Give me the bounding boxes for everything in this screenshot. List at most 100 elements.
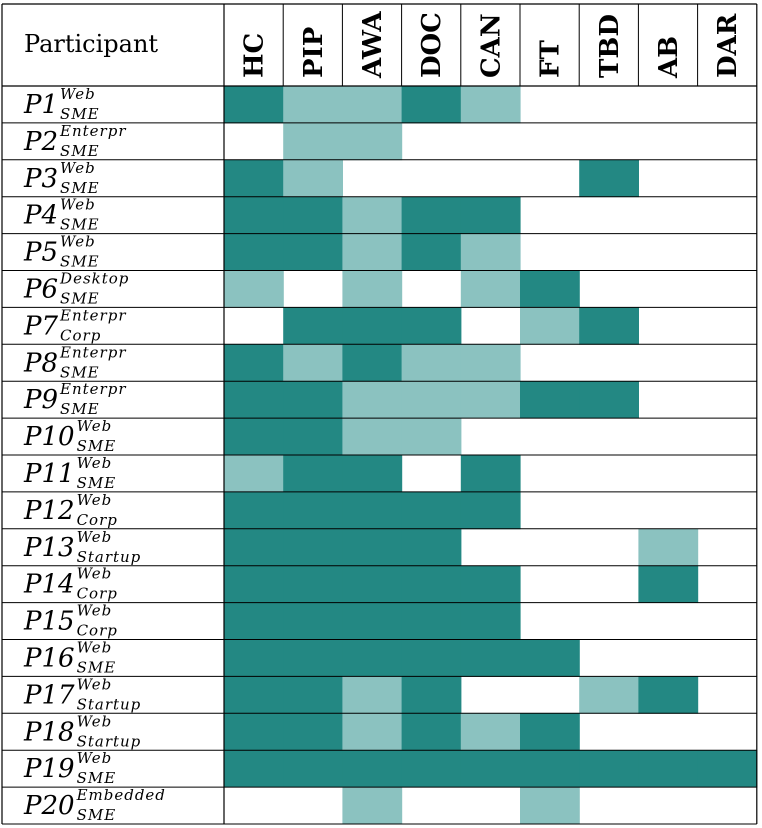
cell-p18-hc <box>224 713 284 751</box>
cell-p13-hc <box>224 528 284 567</box>
cell-p4-doc <box>401 196 462 234</box>
cell-p5-doc <box>401 233 462 271</box>
row-label-p1: P1 Web SME <box>23 85 100 123</box>
row-superscript: Web <box>60 196 96 214</box>
row-subscript: Startup <box>77 732 142 750</box>
cell-p6-awa <box>342 270 403 308</box>
cell-p19-tbd <box>579 750 639 788</box>
row-label-p16: P16 Web SME <box>23 639 115 677</box>
cell-p5-can <box>460 233 521 271</box>
row-name: P2 <box>23 127 58 157</box>
row-label-p13: P13 Web Startup <box>23 528 142 566</box>
row-superscript: Web <box>77 712 113 730</box>
cell-p6-can <box>460 270 521 308</box>
row-superscript: Web <box>77 528 113 546</box>
cell-p14-can <box>460 565 521 603</box>
row-subscript: SME <box>77 769 117 787</box>
cell-p19-doc <box>401 750 462 788</box>
row-label-p11: P11 Web SME <box>23 454 115 492</box>
row-subscript: SME <box>60 105 100 123</box>
cell-p18-doc <box>401 713 462 751</box>
cell-p6-hc <box>224 270 284 308</box>
cell-p9-pip <box>283 381 343 419</box>
heatmap-cells <box>224 86 758 825</box>
row-superscript: Web <box>60 159 96 177</box>
row-label-p5: P5 Web SME <box>23 233 99 271</box>
cell-p2-pip <box>283 122 343 161</box>
cell-p16-awa <box>342 639 403 677</box>
cell-p8-can <box>460 344 521 382</box>
row-name: P14 <box>23 570 75 600</box>
cell-p11-hc <box>224 455 284 493</box>
row-superscript: Web <box>60 233 96 251</box>
cell-p1-can <box>460 86 521 124</box>
cell-p4-hc <box>224 196 284 234</box>
row-label-p4: P4 Web SME <box>23 196 99 234</box>
column-label-doc: DOC <box>417 12 447 78</box>
cell-p19-ab <box>638 750 699 788</box>
participant-header: Participant <box>24 30 159 58</box>
cell-p16-doc <box>401 639 462 677</box>
cell-p5-pip <box>283 233 343 271</box>
cell-p9-awa <box>342 381 403 419</box>
row-label-p12: P12 Web Corp <box>23 491 117 529</box>
cell-p1-pip <box>283 86 343 124</box>
row-name: P19 <box>23 754 75 784</box>
row-label-p18: P18 Web Startup <box>23 712 142 750</box>
cell-p17-doc <box>401 676 462 714</box>
column-label-pip: PIP <box>299 27 329 78</box>
row-subscript: Startup <box>77 695 142 713</box>
row-label-p3: P3 Web SME <box>23 159 99 197</box>
row-superscript: Enterpr <box>59 306 126 324</box>
cell-p15-doc <box>401 602 462 640</box>
row-subscript: SME <box>60 142 100 160</box>
cell-p13-awa <box>342 528 403 567</box>
cell-p1-hc <box>224 86 284 124</box>
row-label-p10: P10 Web SME <box>23 417 115 455</box>
cell-p19-ft <box>520 750 580 788</box>
cell-p3-tbd <box>579 159 639 198</box>
column-label-awa: AWA <box>358 11 388 79</box>
cell-p2-awa <box>342 122 403 161</box>
table-rules <box>1 3 758 825</box>
row-superscript: Web <box>77 417 113 435</box>
row-superscript: Web <box>77 454 113 472</box>
column-labels: HC PIP AWA DOC CAN FT TBD AB DAR <box>240 11 744 79</box>
cell-p10-awa <box>342 418 403 456</box>
cell-p19-dar <box>697 750 758 788</box>
cell-p18-pip <box>283 713 343 751</box>
row-superscript: Web <box>77 639 113 657</box>
cell-p15-pip <box>283 602 343 640</box>
row-superscript: Web <box>77 565 113 583</box>
cell-p17-pip <box>283 676 343 714</box>
row-superscript: Desktop <box>59 270 129 288</box>
column-label-hc: HC <box>240 33 270 78</box>
row-name: P7 <box>23 311 58 341</box>
cell-p4-pip <box>283 196 343 234</box>
row-name: P17 <box>23 680 75 710</box>
cell-p3-hc <box>224 159 284 198</box>
cell-p18-awa <box>342 713 403 751</box>
row-label-p8: P8 Enterpr SME <box>23 343 126 381</box>
row-name: P15 <box>23 607 75 637</box>
row-superscript: Enterpr <box>59 380 126 398</box>
row-name: P10 <box>23 422 75 452</box>
row-superscript: Web <box>60 85 96 103</box>
row-name: P8 <box>23 348 58 378</box>
cell-p1-awa <box>342 86 403 124</box>
cell-p4-awa <box>342 196 403 234</box>
cell-p10-pip <box>283 418 343 456</box>
column-label-can: CAN <box>476 13 506 78</box>
cell-p6-ft <box>520 270 580 308</box>
cell-p15-awa <box>342 602 403 640</box>
cell-p10-doc <box>401 418 462 456</box>
row-label-p19: P19 Web SME <box>23 749 117 787</box>
column-label-dar: DAR <box>713 13 743 78</box>
cell-p9-tbd <box>579 381 639 419</box>
cell-p18-ft <box>520 713 580 751</box>
row-subscript: Startup <box>77 548 142 566</box>
cell-p12-pip <box>283 491 343 530</box>
row-superscript: Web <box>77 602 113 620</box>
